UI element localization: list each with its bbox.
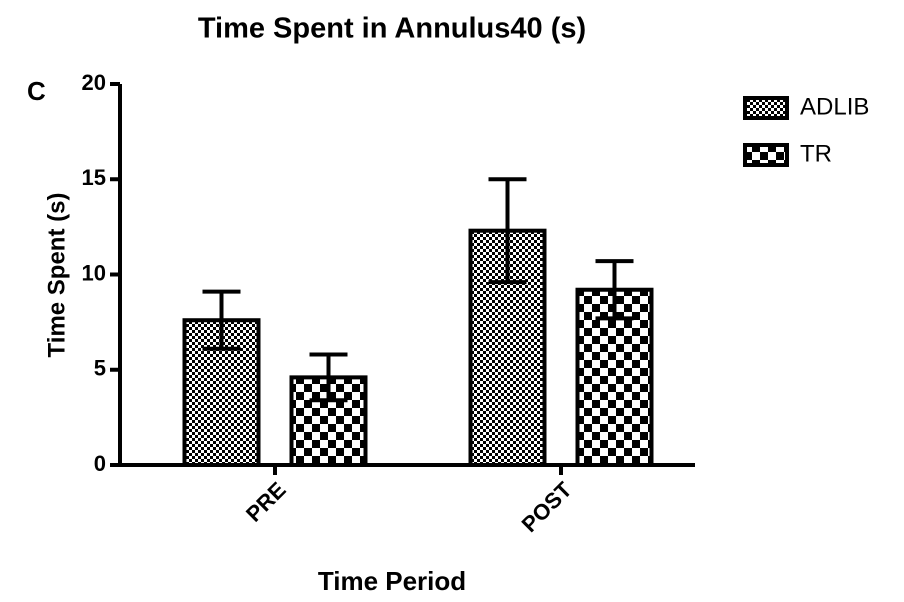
legend-swatch: [743, 96, 789, 120]
x-tick-label: POST: [517, 477, 577, 537]
x-axis-label: Time Period: [318, 566, 466, 596]
legend-label: TR: [800, 140, 832, 167]
legend-label: ADLIB: [800, 93, 869, 120]
y-tick-label: 0: [94, 451, 106, 476]
y-tick-label: 15: [82, 165, 106, 190]
y-tick-label: 20: [82, 70, 106, 95]
chart-title: Time Spent in Annulus40 (s): [198, 13, 586, 45]
x-tick-label: PRE: [241, 477, 291, 527]
y-tick-label: 5: [94, 356, 106, 381]
y-axis-label: Time Spent (s): [43, 193, 70, 358]
y-tick-label: 10: [82, 260, 106, 285]
panel-label: C: [27, 76, 46, 106]
legend-swatch: [743, 143, 789, 167]
